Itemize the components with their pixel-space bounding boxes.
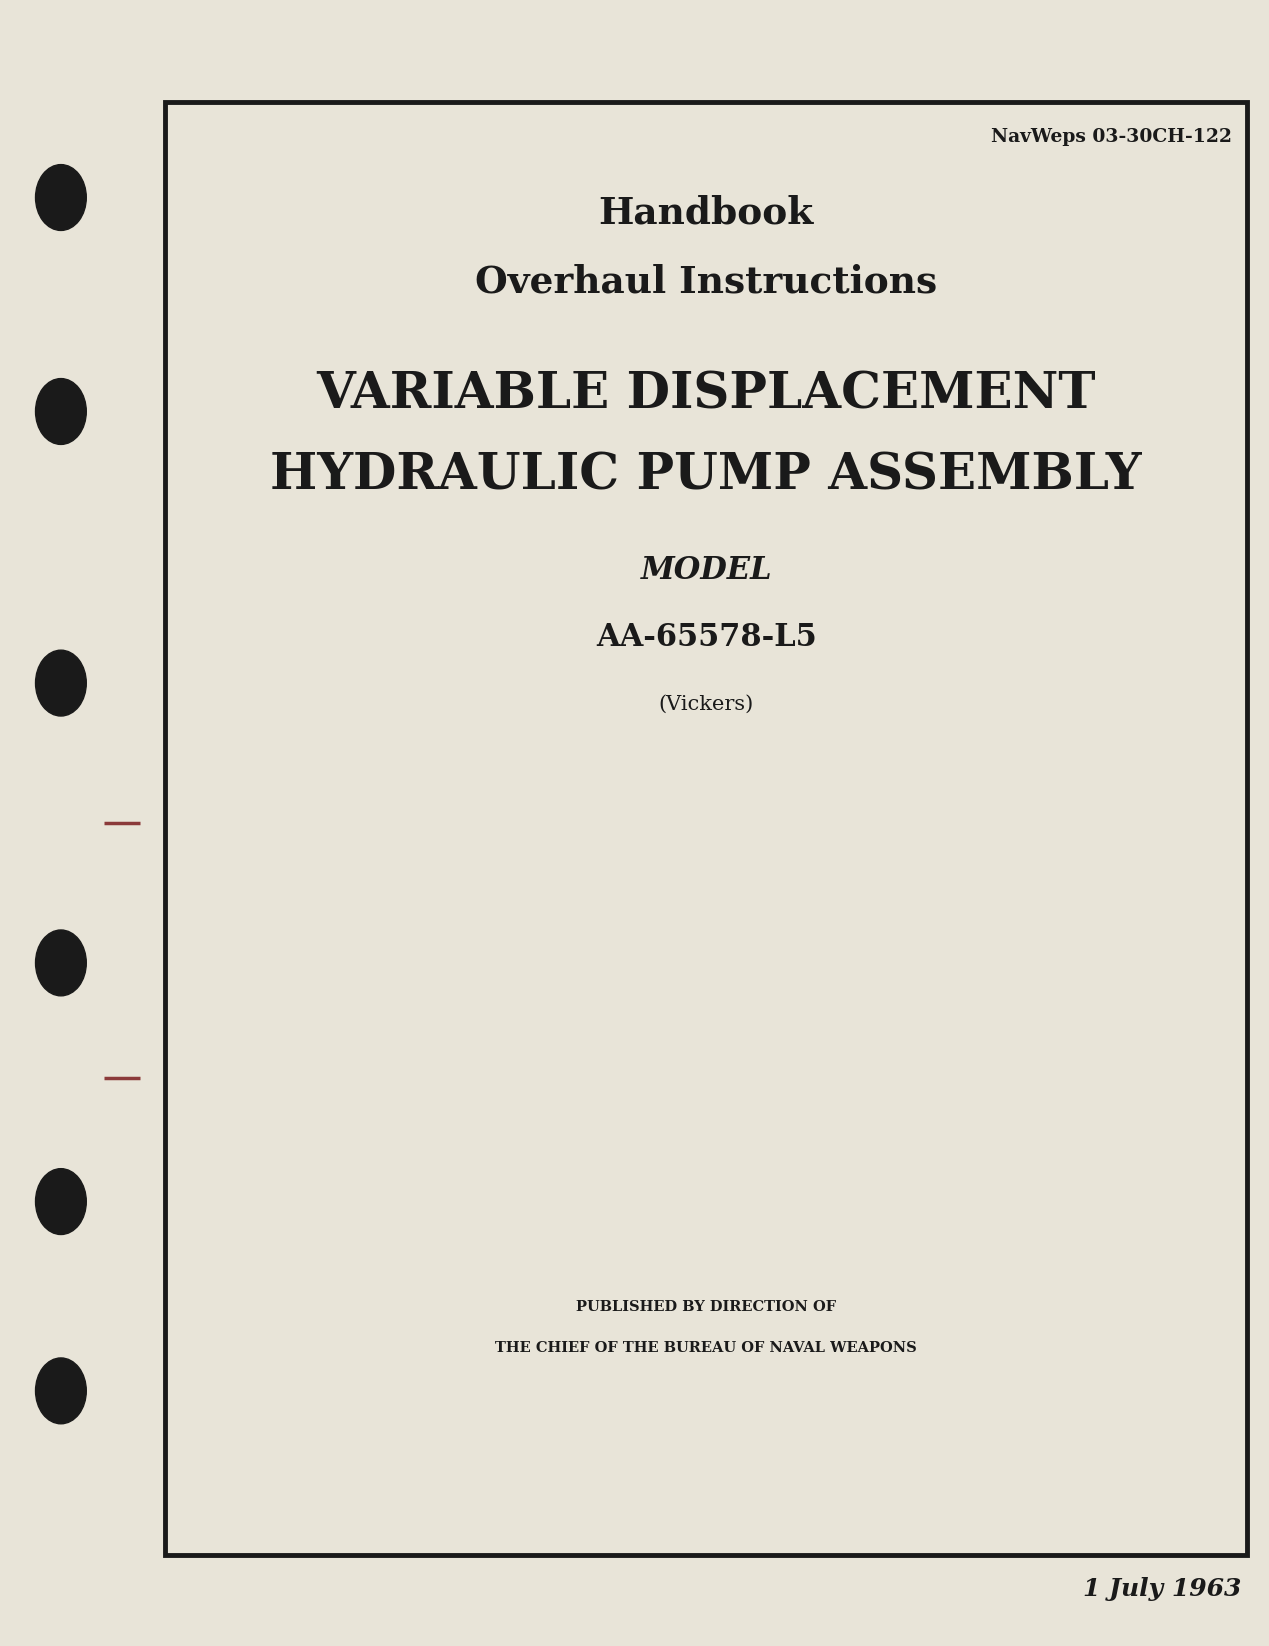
Circle shape [36, 379, 86, 444]
Text: HYDRAULIC PUMP ASSEMBLY: HYDRAULIC PUMP ASSEMBLY [270, 451, 1142, 500]
Text: THE CHIEF OF THE BUREAU OF NAVAL WEAPONS: THE CHIEF OF THE BUREAU OF NAVAL WEAPONS [495, 1341, 917, 1356]
Text: PUBLISHED BY DIRECTION OF: PUBLISHED BY DIRECTION OF [576, 1300, 836, 1315]
Circle shape [36, 1358, 86, 1424]
Text: Overhaul Instructions: Overhaul Instructions [475, 263, 938, 300]
Text: AA-65578-L5: AA-65578-L5 [596, 622, 816, 653]
Text: MODEL: MODEL [641, 555, 772, 586]
Text: Handbook: Handbook [599, 194, 813, 230]
Text: VARIABLE DISPLACEMENT: VARIABLE DISPLACEMENT [316, 370, 1096, 420]
Text: 1 July 1963: 1 July 1963 [1082, 1577, 1241, 1602]
Circle shape [36, 650, 86, 716]
Circle shape [36, 930, 86, 996]
Circle shape [36, 165, 86, 230]
Circle shape [36, 1169, 86, 1234]
Bar [165, 102, 1247, 1555]
Text: (Vickers): (Vickers) [659, 695, 754, 714]
Text: NavWeps 03-30CH-122: NavWeps 03-30CH-122 [991, 128, 1232, 146]
